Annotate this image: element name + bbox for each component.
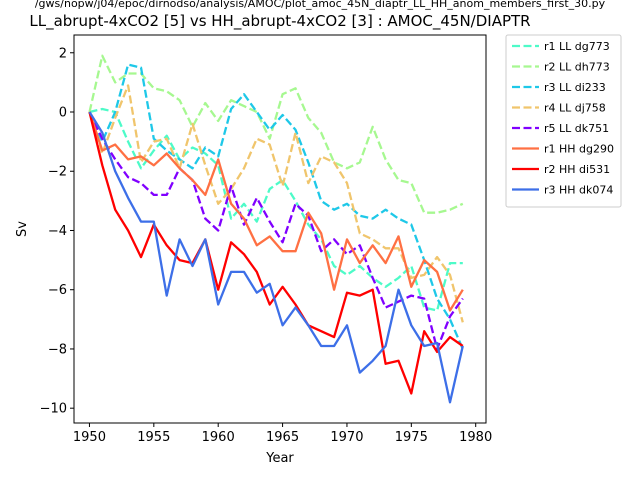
y-tick-label: −4 <box>48 224 67 239</box>
legend-entry: r1 HH dg290 <box>544 143 614 156</box>
x-axis-ticks: 1950 1955 1960 1965 1970 1975 1980 <box>73 423 492 445</box>
axes-frame <box>73 34 487 424</box>
series-layer <box>88 54 464 404</box>
legend-entry: r2 HH di531 <box>544 163 610 176</box>
y-tick-label: 0 <box>59 106 67 121</box>
x-tick-label: 1950 <box>73 430 106 445</box>
series-line-4 <box>88 84 464 323</box>
legend-box <box>505 34 622 208</box>
y-tick-label: −2 <box>48 165 67 180</box>
y-tick-label: −8 <box>48 342 67 357</box>
legend-items: r1 LL dg773 r2 LL dh773 r3 LL di233 r4 LL d… <box>512 40 614 197</box>
legend-entry: r1 LL dg773 <box>544 40 610 53</box>
series-line-8 <box>88 111 464 404</box>
x-tick-label: 1975 <box>395 430 428 445</box>
y-axis-ticks: 2 0 −2 −4 −6 −8 −10 <box>40 46 74 417</box>
legend-entry: r2 LL dh773 <box>544 61 610 74</box>
series-line-6 <box>88 111 464 312</box>
chart-title: LL_abrupt-4xCO2 [5] vs HH_abrupt-4xCO2 [… <box>29 12 530 31</box>
x-axis-label: Year <box>265 451 294 466</box>
x-tick-label: 1970 <box>330 430 363 445</box>
legend-entry: r3 LL di233 <box>544 81 606 94</box>
x-tick-label: 1955 <box>137 430 170 445</box>
y-tick-label: −10 <box>40 402 67 417</box>
x-tick-label: 1980 <box>459 430 492 445</box>
script-path: /gws/nopw/j04/epoc/dirnodso/analysis/AMO… <box>35 0 606 10</box>
y-tick-label: 2 <box>59 46 67 61</box>
legend: r1 LL dg773 r2 LL dh773 r3 LL di233 r4 LL d… <box>505 34 622 208</box>
legend-entry: r3 HH dk074 <box>544 184 613 197</box>
y-axis-label: Sv <box>15 221 30 237</box>
y-tick-label: −6 <box>48 283 67 298</box>
x-tick-label: 1960 <box>202 430 235 445</box>
series-line-5 <box>88 111 464 351</box>
legend-entry: r5 LL dk751 <box>544 122 609 135</box>
x-tick-label: 1965 <box>266 430 299 445</box>
series-line-2 <box>88 54 464 214</box>
series-line-3 <box>88 63 464 350</box>
series-line-1 <box>89 107 463 312</box>
series-line-7 <box>88 111 464 395</box>
legend-entry: r4 LL dj758 <box>544 102 606 115</box>
plot-area: 1950 1955 1960 1965 1970 1975 1980 2 0 −2 −4 −6 −8 −… <box>40 34 492 445</box>
